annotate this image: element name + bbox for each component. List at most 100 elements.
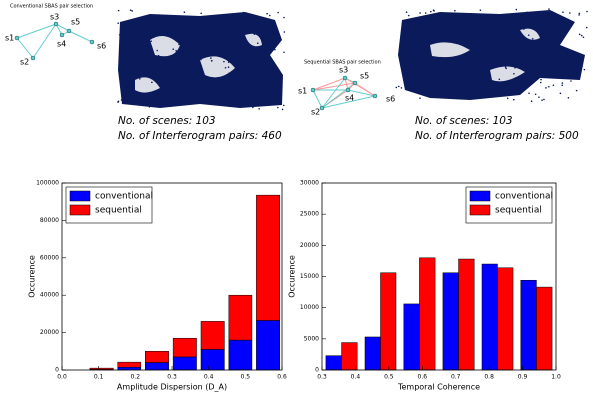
map-speckle <box>261 72 263 75</box>
map-speckle <box>264 32 267 35</box>
map-speckle <box>183 11 186 13</box>
map-speckle <box>257 42 259 45</box>
bar <box>442 272 459 371</box>
bar <box>403 303 420 371</box>
pair-edge <box>32 23 57 59</box>
x-tick-label: 0.8 <box>484 374 494 381</box>
pair-edge <box>55 23 70 32</box>
map-speckle <box>498 78 501 81</box>
y-tick-label: 10000 <box>300 304 319 311</box>
y-tick-label: 100000 <box>36 180 59 187</box>
map-speckle <box>233 14 236 17</box>
map-speckle <box>232 33 234 35</box>
map-speckle <box>405 34 407 37</box>
legend-swatch <box>69 204 91 216</box>
map-speckle <box>480 48 483 50</box>
map-speckle <box>158 81 161 84</box>
map-speckle <box>403 65 406 68</box>
node-label: s3 <box>339 66 348 75</box>
map-speckle <box>186 18 188 20</box>
map-speckle <box>569 12 571 14</box>
map-speckle <box>401 23 404 26</box>
map-speckle <box>227 61 230 63</box>
map-speckle <box>200 64 202 67</box>
map-speckle <box>270 29 273 31</box>
map-speckle <box>145 17 148 19</box>
map-speckle <box>252 106 254 109</box>
map-speckle <box>129 86 132 89</box>
map-speckle <box>541 99 543 101</box>
map-speckle <box>151 33 154 35</box>
map-speckle <box>534 93 537 96</box>
scene-node <box>345 87 351 93</box>
map-speckle <box>250 19 253 22</box>
map-speckle <box>570 80 572 82</box>
map-speckle <box>458 75 461 77</box>
scene-node <box>53 21 59 27</box>
y-tick-label: 0 <box>55 367 59 374</box>
x-tick-label: 0.3 <box>317 374 327 381</box>
map-speckle <box>585 26 588 29</box>
bar <box>172 337 197 358</box>
scenes-text: No. of scenes: 103 <box>118 115 216 127</box>
map-speckle <box>567 96 570 99</box>
map-speckle <box>238 51 240 54</box>
map-speckle <box>447 36 450 38</box>
map-speckle <box>433 30 435 32</box>
map-speckle <box>136 58 139 60</box>
map-speckle <box>504 22 507 25</box>
map-speckle <box>545 87 547 89</box>
map-speckle <box>152 65 154 68</box>
map-speckle <box>172 48 175 50</box>
map-speckle <box>483 43 486 46</box>
map-speckle <box>523 28 525 30</box>
map-speckle <box>149 22 151 25</box>
x-tick-label: 0.2 <box>131 374 141 381</box>
map-speckle <box>530 80 532 83</box>
map-speckle <box>513 47 515 49</box>
pair-edge <box>312 77 346 91</box>
map-speckle <box>187 28 190 31</box>
map-speckle <box>559 92 562 95</box>
node-label: s4 <box>345 94 354 103</box>
map-speckle <box>267 91 269 94</box>
map-speckle <box>283 16 285 19</box>
map-speckle <box>405 11 408 14</box>
map-speckle <box>424 12 427 14</box>
map-speckle <box>561 22 563 25</box>
map-speckle <box>244 36 246 39</box>
pair-edge <box>312 82 356 91</box>
map-speckle <box>222 23 225 26</box>
map-speckle <box>514 77 517 79</box>
map-speckle <box>258 108 260 110</box>
map-speckle <box>130 20 133 22</box>
bar <box>380 272 397 371</box>
map-speckle <box>443 28 445 30</box>
y-tick-label: 15000 <box>300 273 319 280</box>
map-speckle <box>281 108 284 111</box>
map-speckle <box>152 69 154 72</box>
x-tick-label: 0.5 <box>241 374 251 381</box>
map-speckle <box>210 57 212 59</box>
map-speckle <box>486 42 489 45</box>
map-speckle <box>491 58 494 61</box>
scene-node <box>372 93 378 99</box>
map-speckle <box>526 11 528 14</box>
map-speckle <box>541 36 543 38</box>
map-speckle <box>511 62 514 64</box>
map-speckle <box>551 51 554 54</box>
map-speckle <box>432 9 435 12</box>
pairs-text: No. of Interferogram pairs: 500 <box>415 130 579 142</box>
bar <box>364 336 381 371</box>
map-speckle <box>411 36 414 38</box>
map-speckle <box>441 57 443 60</box>
map-speckle <box>129 9 132 11</box>
map-speckle <box>456 34 458 37</box>
map-speckle <box>407 14 410 17</box>
map-speckle <box>455 64 458 66</box>
y-tick-label: 20000 <box>300 242 319 249</box>
map-speckle <box>270 89 272 91</box>
map-speckle <box>118 34 121 36</box>
node-label: s5 <box>71 18 80 27</box>
map-speckle <box>117 22 120 24</box>
